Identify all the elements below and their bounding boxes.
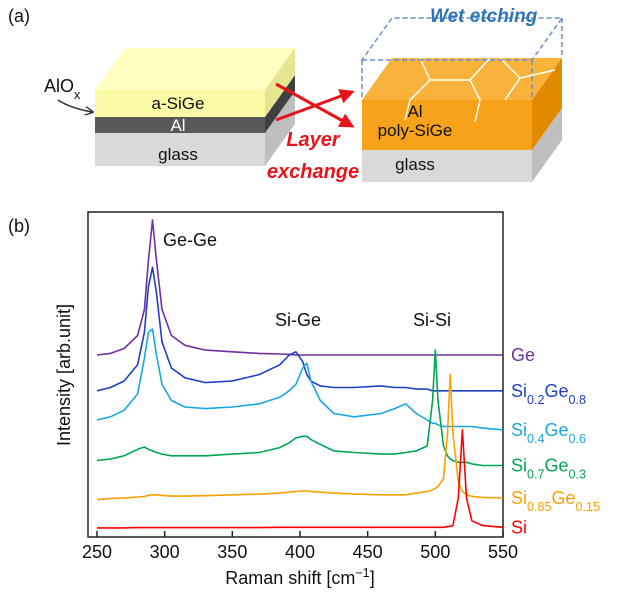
layer-label: Al xyxy=(170,116,185,135)
etch-label: Wet etching xyxy=(430,6,538,27)
figure: (a) AlOx a-SiGe Al glass Layer exchange … xyxy=(0,0,632,593)
series-label: Si xyxy=(511,517,527,537)
x-tick-label: 250 xyxy=(82,542,112,562)
x-tick-label: 500 xyxy=(420,542,450,562)
right-stack xyxy=(362,18,562,182)
x-tick-label: 300 xyxy=(150,542,180,562)
peak-label: Ge-Ge xyxy=(163,230,217,250)
process-label: exchange xyxy=(267,161,359,183)
plot: 250 300 350 400 450 500 550 Ge Si0.2Ge0.8 Si0.4Ge… xyxy=(82,212,600,562)
layer-label: Al xyxy=(407,102,422,121)
series-label: Ge xyxy=(511,345,535,365)
series-label: Si0.2Ge0.8 xyxy=(511,381,586,407)
layer-label: glass xyxy=(395,155,435,174)
spectrum xyxy=(97,350,503,465)
series-label: Si0.4Ge0.6 xyxy=(511,420,586,446)
spectrum xyxy=(97,430,503,528)
layer-label: a-SiGe xyxy=(152,94,205,113)
layer-label: glass xyxy=(158,145,198,164)
series-label: Si0.7Ge0.3 xyxy=(511,456,586,482)
series-label: Si0.85Ge0.15 xyxy=(511,488,600,514)
plot-frame xyxy=(88,212,503,537)
layer-label: poly-SiGe xyxy=(378,121,453,140)
x-tick-label: 350 xyxy=(217,542,247,562)
spectrum xyxy=(97,220,503,355)
page: (a) AlOx a-SiGe Al glass Layer exchange … xyxy=(0,0,632,593)
x-tick-label: 400 xyxy=(285,542,315,562)
panel-label: (a) xyxy=(8,6,30,26)
x-axis-label: Raman shift [cm−1] xyxy=(225,566,374,588)
panel-label: (b) xyxy=(8,216,30,236)
x-tick-label: 450 xyxy=(353,542,383,562)
peak-label: Si-Ge xyxy=(275,310,321,330)
spectrum xyxy=(97,329,503,430)
process-label: Layer xyxy=(286,129,341,151)
peak-label: Si-Si xyxy=(413,310,451,330)
oxide-label: AlOx xyxy=(44,76,81,102)
y-axis-label: Intensity [arb.unit] xyxy=(54,304,74,446)
x-tick-label: 550 xyxy=(488,542,518,562)
